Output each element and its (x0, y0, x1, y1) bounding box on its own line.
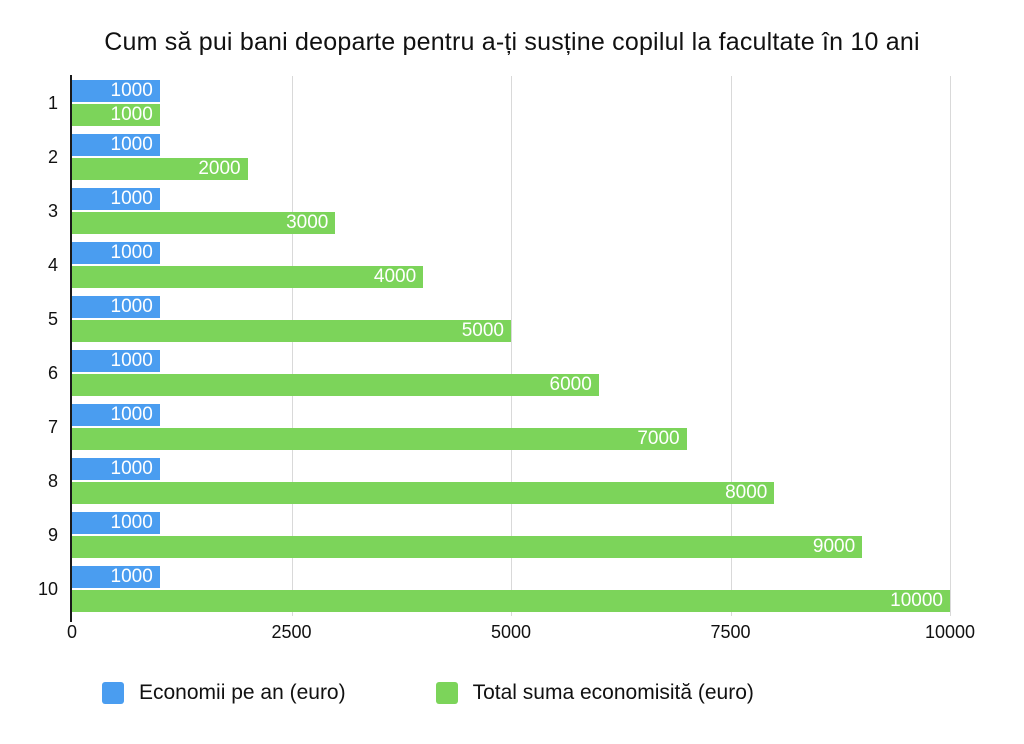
bar-value-label: 1000 (110, 80, 153, 101)
category-label: 5 (47, 309, 58, 329)
bar-total-saved: 5000 (72, 320, 511, 342)
bar-total-saved: 10000 (72, 590, 950, 612)
bar-savings-per-year: 1000 (72, 404, 160, 426)
bar-group: 1000 6000 (72, 346, 950, 400)
legend-swatch (435, 682, 458, 704)
bar-savings-per-year: 1000 (72, 80, 160, 102)
bar-value-label: 4000 (373, 266, 417, 287)
x-tick-label: 7500 (710, 622, 751, 642)
gridline (950, 76, 951, 616)
plot-area: 1000 1000 1000 2000 1000 3000 1000 4000 1000 5000… (70, 75, 951, 622)
bar-value-label: 1000 (110, 512, 153, 533)
bar-group: 1000 9000 (72, 508, 950, 562)
category-label: 9 (47, 525, 58, 545)
bar-total-saved: 4000 (72, 266, 424, 288)
bar-total-saved: 6000 (72, 374, 599, 396)
category-label: 4 (47, 255, 58, 275)
bar-value-label: 2000 (198, 158, 241, 179)
bar-total-saved: 7000 (72, 428, 687, 450)
category-label: 6 (47, 363, 58, 383)
bar-value-label: 5000 (461, 320, 504, 341)
category-label: 1 (47, 93, 58, 113)
bar-group: 1000 7000 (72, 400, 950, 454)
bar-savings-per-year: 1000 (72, 296, 160, 318)
bar-savings-per-year: 1000 (72, 134, 160, 156)
legend: Economii pe an (euro) Total suma economis… (102, 681, 754, 705)
bar-value-label: 9000 (812, 536, 856, 557)
bar-total-saved: 9000 (72, 536, 863, 558)
bar-value-label: 1000 (110, 404, 153, 425)
bar-value-label: 1000 (110, 134, 153, 155)
bar-total-saved: 1000 (72, 104, 160, 126)
bar-group: 1000 3000 (72, 184, 950, 238)
gridline (730, 76, 732, 616)
bar-value-label: 1000 (110, 566, 153, 587)
bar-value-label: 1000 (110, 350, 153, 371)
legend-label: Economii pe an (euro) (139, 681, 346, 704)
bar-group: 1000 8000 (72, 454, 950, 508)
bar-value-label: 1000 (110, 458, 153, 479)
legend-label: Total suma economisită (euro) (472, 681, 754, 704)
x-tick-label: 5000 (490, 622, 532, 642)
bar-savings-per-year: 1000 (72, 242, 160, 264)
bar-value-label: 8000 (725, 482, 768, 503)
bar-savings-per-year: 1000 (72, 350, 160, 372)
bar-savings-per-year: 1000 (72, 512, 160, 534)
bar-savings-per-year: 1000 (72, 188, 160, 210)
bar-group: 1000 2000 (72, 130, 950, 184)
chart-title: Cum să pui bani deoparte pentru a-ți sus… (104, 28, 920, 56)
category-axis-labels: 1 2 3 4 5 6 7 8 9 10 (0, 76, 58, 616)
legend-item: Total suma economisită (euro) (435, 681, 754, 705)
bar-savings-per-year: 1000 (72, 458, 160, 480)
bar-total-saved: 8000 (72, 482, 775, 504)
category-label: 8 (47, 471, 58, 491)
value-axis-labels: 0 2500 5000 7500 10000 (67, 622, 975, 644)
legend-swatch (102, 682, 124, 704)
x-tick-label: 10000 (924, 622, 976, 642)
category-label: 3 (47, 201, 58, 221)
bar-value-label: 1000 (110, 242, 153, 263)
x-tick-label: 0 (66, 622, 78, 642)
gridline (511, 76, 512, 616)
y-axis-line (70, 75, 72, 622)
bar-value-label: 1000 (110, 188, 153, 209)
bar-group: 1000 5000 (72, 292, 950, 346)
bar-total-saved: 2000 (72, 158, 248, 180)
bar-value-label: 1000 (110, 104, 153, 125)
bar-groups: 1000 1000 1000 2000 1000 3000 1000 4000 1000 5000… (72, 76, 950, 616)
bar-value-label: 7000 (637, 428, 680, 449)
bar-group: 1000 1000 (72, 76, 950, 130)
bar-value-label: 3000 (286, 212, 329, 233)
bar-group: 1000 4000 (72, 238, 950, 292)
bar-value-label: 1000 (110, 296, 153, 317)
bar-total-saved: 3000 (72, 212, 336, 234)
bar-value-label: 6000 (549, 374, 592, 395)
bar-group: 1000 10000 (72, 562, 950, 616)
gridline (291, 76, 293, 616)
bar-savings-per-year: 1000 (72, 566, 160, 588)
x-tick-label: 2500 (271, 622, 312, 642)
category-label: 7 (47, 417, 58, 437)
bar-value-label: 10000 (890, 590, 943, 611)
category-label: 10 (37, 579, 58, 599)
category-label: 2 (47, 147, 58, 167)
legend-item: Economii pe an (euro) (102, 681, 346, 705)
